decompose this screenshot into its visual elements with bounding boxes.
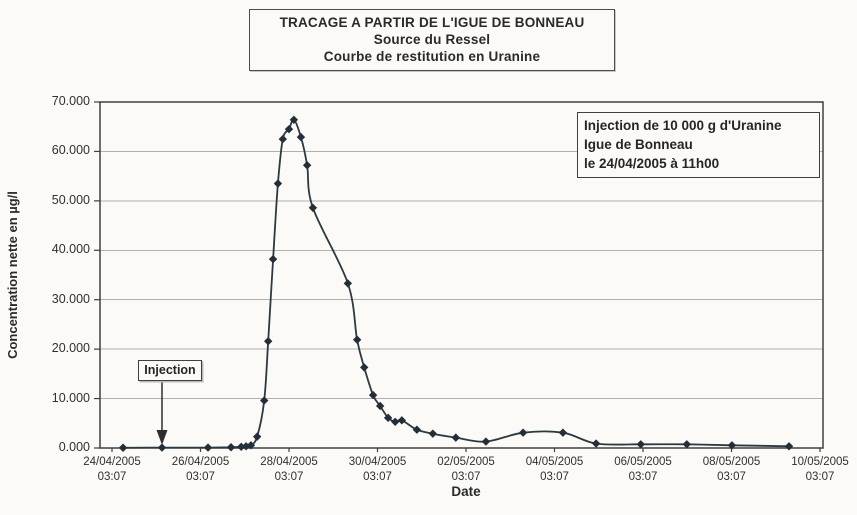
data-point-marker [273,179,283,188]
chart-title-line-1: TRACAGE A PARTIR DE L'IGUE DE BONNEAU [279,15,585,30]
data-point-marker [481,437,491,446]
x-tick-label: 02/05/2005 03:07 [437,456,495,483]
info-box-line-1: Injection de 10 000 g d'Uranine [584,118,782,133]
injection-label: Injection [138,360,202,381]
data-point-marker [518,428,528,437]
data-point-marker [237,442,246,451]
x-tick-label: 04/05/2005 03:07 [525,456,584,483]
injection-arrow-head [156,430,168,445]
data-point-marker [636,440,645,449]
x-tick-label: 06/05/2005 03:07 [614,456,672,483]
x-tick-label: 30/04/2005 03:07 [348,456,407,483]
chart-title-line-2: Source du Ressel [373,32,491,47]
data-point-marker [252,432,262,441]
y-tick-label: 10.000 [51,390,90,405]
data-point-marker [157,443,167,452]
y-tick-label: 60.000 [51,143,90,158]
y-tick-label: 0.000 [58,440,90,454]
info-box-line-2: Igue de Bonneau [584,137,693,152]
data-point-marker [591,439,601,448]
y-tick-label: 70.000 [51,94,90,108]
data-point-marker [308,203,318,212]
data-point-marker [375,401,385,411]
data-point-marker [428,429,438,438]
data-point-marker [391,417,400,427]
x-tick-label: 08/05/2005 03:07 [702,456,761,483]
data-point-marker [352,335,362,344]
x-tick-label: 10/05/2005 03:07 [791,456,849,483]
data-point-marker [246,441,256,450]
y-tick-label: 50.000 [51,192,90,207]
data-point-marker [727,441,737,450]
y-tick-label: 20.000 [51,341,90,356]
info-box-line-3: le 24/04/2005 à 11h00 [584,156,720,171]
data-point-marker [360,363,369,372]
data-point-marker [412,425,422,434]
data-point-marker [226,443,236,452]
x-tick-label: 26/04/2005 03:07 [171,456,230,483]
data-point-marker [558,428,568,437]
plot-frame [99,101,824,449]
data-point-marker [203,443,213,452]
chart-title-box: TRACAGE A PARTIR DE L'IGUE DE BONNEAU So… [249,9,615,71]
y-tick-label: 30.000 [51,291,90,306]
y-axis-title: Concentration nette en µg/l [5,191,20,359]
data-point-marker [278,134,288,144]
chart-title-line-3: Courbe de restitution en Uranine [323,49,541,64]
data-point-marker [302,161,312,170]
data-point-marker [397,416,407,425]
data-point-marker [289,115,299,124]
data-point-marker [118,443,128,452]
data-point-marker [383,413,393,423]
data-point-marker [284,124,294,134]
x-axis-title: Date [451,484,481,499]
data-point-marker [264,337,273,346]
x-tick-label: 24/04/2005 03:07 [83,456,141,483]
injection-info-box: Injection de 10 000 g d'Uranine Igue de … [577,112,820,178]
data-point-marker [682,440,692,449]
data-point-marker [268,254,278,264]
data-point-marker [296,132,306,142]
x-tick-label: 28/04/2005 03:07 [260,456,318,483]
data-point-marker [451,433,461,442]
data-point-marker [784,442,794,451]
data-point-marker [368,390,378,400]
data-point-marker [260,396,269,405]
y-tick-label: 40.000 [51,242,90,257]
data-point-marker [343,279,353,288]
